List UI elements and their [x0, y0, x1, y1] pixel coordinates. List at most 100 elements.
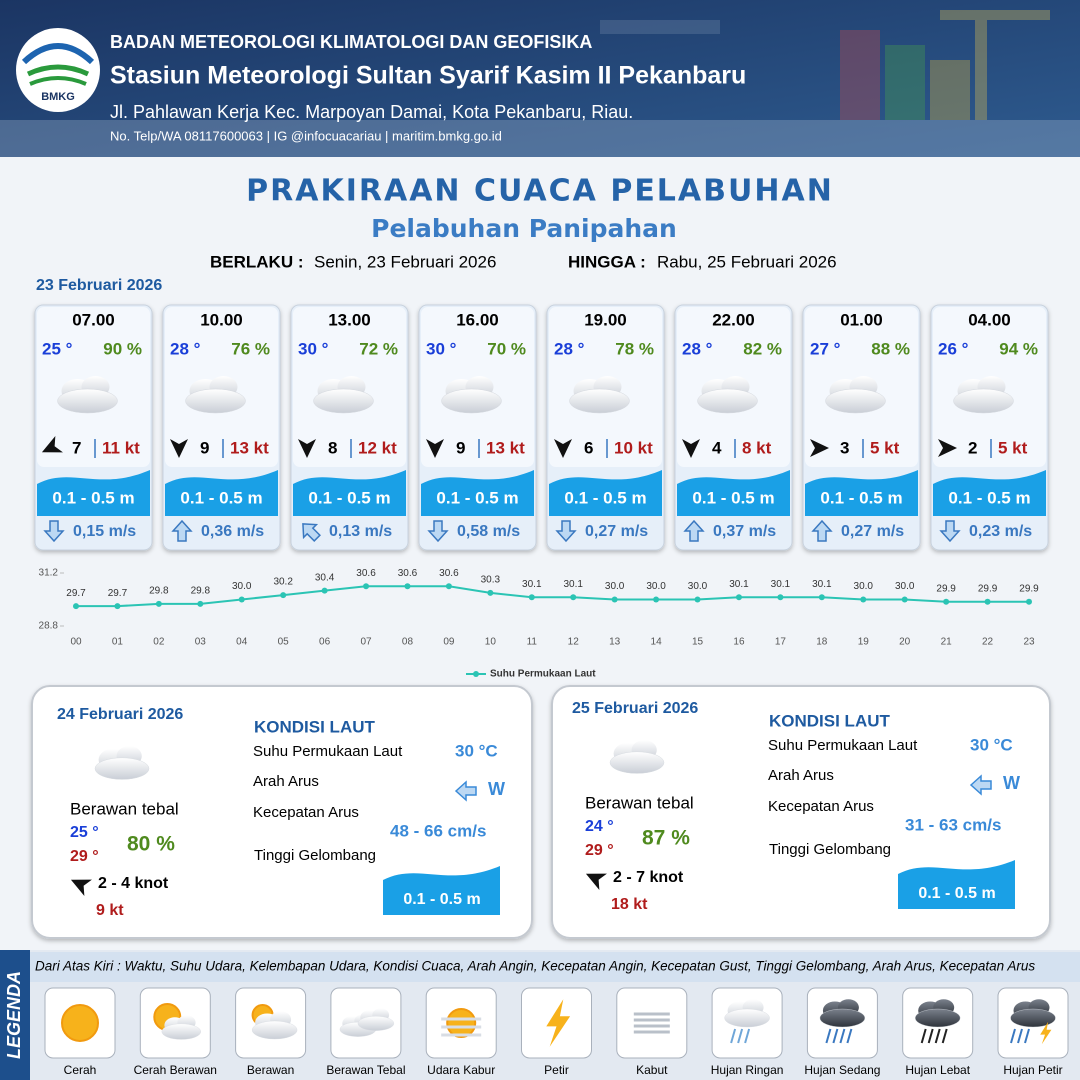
sst-point [487, 589, 494, 596]
data-label: 30.6 [356, 568, 376, 579]
wave-shape [383, 866, 500, 915]
sst-point [611, 596, 618, 603]
current-arrow [302, 523, 321, 542]
validity-label: HINGGA : [568, 252, 646, 271]
data-label: 29.7 [66, 588, 86, 599]
cloud-icon [1010, 999, 1056, 1028]
x-tick-label: 01 [112, 637, 124, 648]
data-label: 29.9 [1019, 583, 1039, 594]
day-summary: 24 Februari 2026 Berawan tebal 25 ° 29 ° 80 … [31, 685, 533, 939]
day-date: 25 Februari 2026 [572, 700, 698, 717]
current-speed: 0,15 m/s [73, 523, 136, 540]
legend-description: Dari Atas Kiri : Waktu, Suhu Udara, Kele… [35, 959, 1035, 974]
cloud-part [57, 388, 118, 414]
x-tick-label: 09 [443, 637, 455, 648]
sst-point [901, 596, 908, 603]
current-speed: 0,36 m/s [201, 523, 264, 540]
wind-speed: 8 [328, 438, 337, 457]
data-label: 30.0 [232, 581, 252, 592]
data-label: 30.0 [646, 581, 666, 592]
legend-item: Berawan Tebal [326, 987, 405, 1077]
x-tick-label: 04 [236, 637, 248, 648]
wave-shape [549, 470, 662, 516]
sst-point [984, 598, 991, 605]
sst-point [280, 592, 287, 599]
cloud-part [251, 1020, 298, 1040]
header-decoration [0, 10, 1080, 157]
forecast-card: 16.00 30 ° 70 % 9 13 kt 0.1 - 0.5 m 0,58 m/s [418, 304, 537, 551]
wave-shape [677, 470, 790, 516]
wave-shape [165, 470, 278, 516]
wind-speed: 9 [456, 438, 465, 457]
sst-point [321, 587, 328, 594]
current-speed-label: Kecepatan Arus [768, 798, 874, 815]
cloud-part [185, 388, 246, 414]
current-arrow [683, 519, 705, 542]
legend-item-label: Hujan Sedang [804, 1063, 880, 1077]
x-tick-label: 10 [485, 637, 497, 648]
x-tick-label: 13 [609, 637, 621, 648]
legend-item-label: Petir [544, 1063, 569, 1077]
sst-point [155, 600, 162, 607]
wind-arrow [682, 439, 700, 458]
x-tick-label: 00 [70, 637, 82, 648]
cloud-part [724, 1008, 770, 1028]
wave-shape [805, 470, 918, 516]
cloud-part [953, 388, 1014, 414]
current-speed: 0,27 m/s [585, 523, 648, 540]
wave-height: 0.1 - 0.5 m [308, 488, 390, 507]
x-tick-label: 21 [941, 637, 953, 648]
current-speed: 0,58 m/s [457, 523, 520, 540]
rain-drop [1010, 1028, 1016, 1044]
humidity: 90 % [103, 339, 142, 358]
logo-text: BMKG [41, 91, 75, 103]
cloud-part [697, 388, 758, 414]
logo-arc [26, 64, 90, 77]
data-label: 30.1 [522, 579, 542, 590]
time: 22.00 [712, 310, 755, 329]
sst-point [943, 598, 950, 605]
sst-point [860, 596, 867, 603]
current-arrow [811, 519, 833, 542]
x-tick-label: 18 [816, 637, 828, 648]
data-label: 30.1 [771, 579, 791, 590]
x-tick-label: 22 [982, 637, 994, 648]
gust: 13 kt [230, 438, 269, 457]
data-label: 30.0 [605, 581, 625, 592]
forecast-cards: 07.00 25 ° 90 % 7 11 kt 0.1 - 0.5 m 0,15 m/s 10… [34, 304, 1049, 551]
data-label: 30.0 [688, 581, 708, 592]
data-label: 30.6 [439, 568, 459, 579]
data-label: 30.0 [895, 581, 915, 592]
day-summaries: 24 Februari 2026 Berawan tebal 25 ° 29 ° 80 … [31, 685, 1051, 939]
cloud-icon [953, 376, 1014, 414]
legend-icon-box [616, 987, 688, 1059]
data-label: 30.0 [854, 581, 874, 592]
temp-max: 29 ° [585, 842, 614, 859]
rain-drop [744, 1028, 751, 1044]
humidity: 70 % [487, 339, 526, 358]
cloud-icon [915, 999, 961, 1028]
data-label: 30.1 [729, 579, 749, 590]
wave-shape [37, 470, 150, 516]
sst-value: 30 °C [970, 735, 1013, 754]
wave-shape [898, 860, 1015, 909]
forecast-card: 01.00 27 ° 88 % 3 5 kt 0.1 - 0.5 m 0,27 m/s [802, 304, 921, 551]
legend-item: Kabut [616, 987, 688, 1077]
rain-drop [934, 1028, 941, 1044]
sst-point [653, 596, 660, 603]
rain-drop [730, 1028, 737, 1044]
wave-shape [421, 470, 534, 516]
temperature: 28 ° [170, 339, 201, 358]
validity-label: BERLAKU : [210, 252, 304, 271]
legend-item-label: Kabut [636, 1063, 668, 1077]
data-label: 29.9 [978, 583, 998, 594]
current-dir: W [488, 779, 505, 799]
data-label: 30.2 [273, 577, 293, 588]
gust: 18 kt [611, 896, 648, 913]
temperature: 28 ° [554, 339, 585, 358]
cloud-icon [94, 746, 150, 780]
current-speed: 0,37 m/s [713, 523, 776, 540]
legend-label: Suhu Permukaan Laut [490, 669, 596, 680]
